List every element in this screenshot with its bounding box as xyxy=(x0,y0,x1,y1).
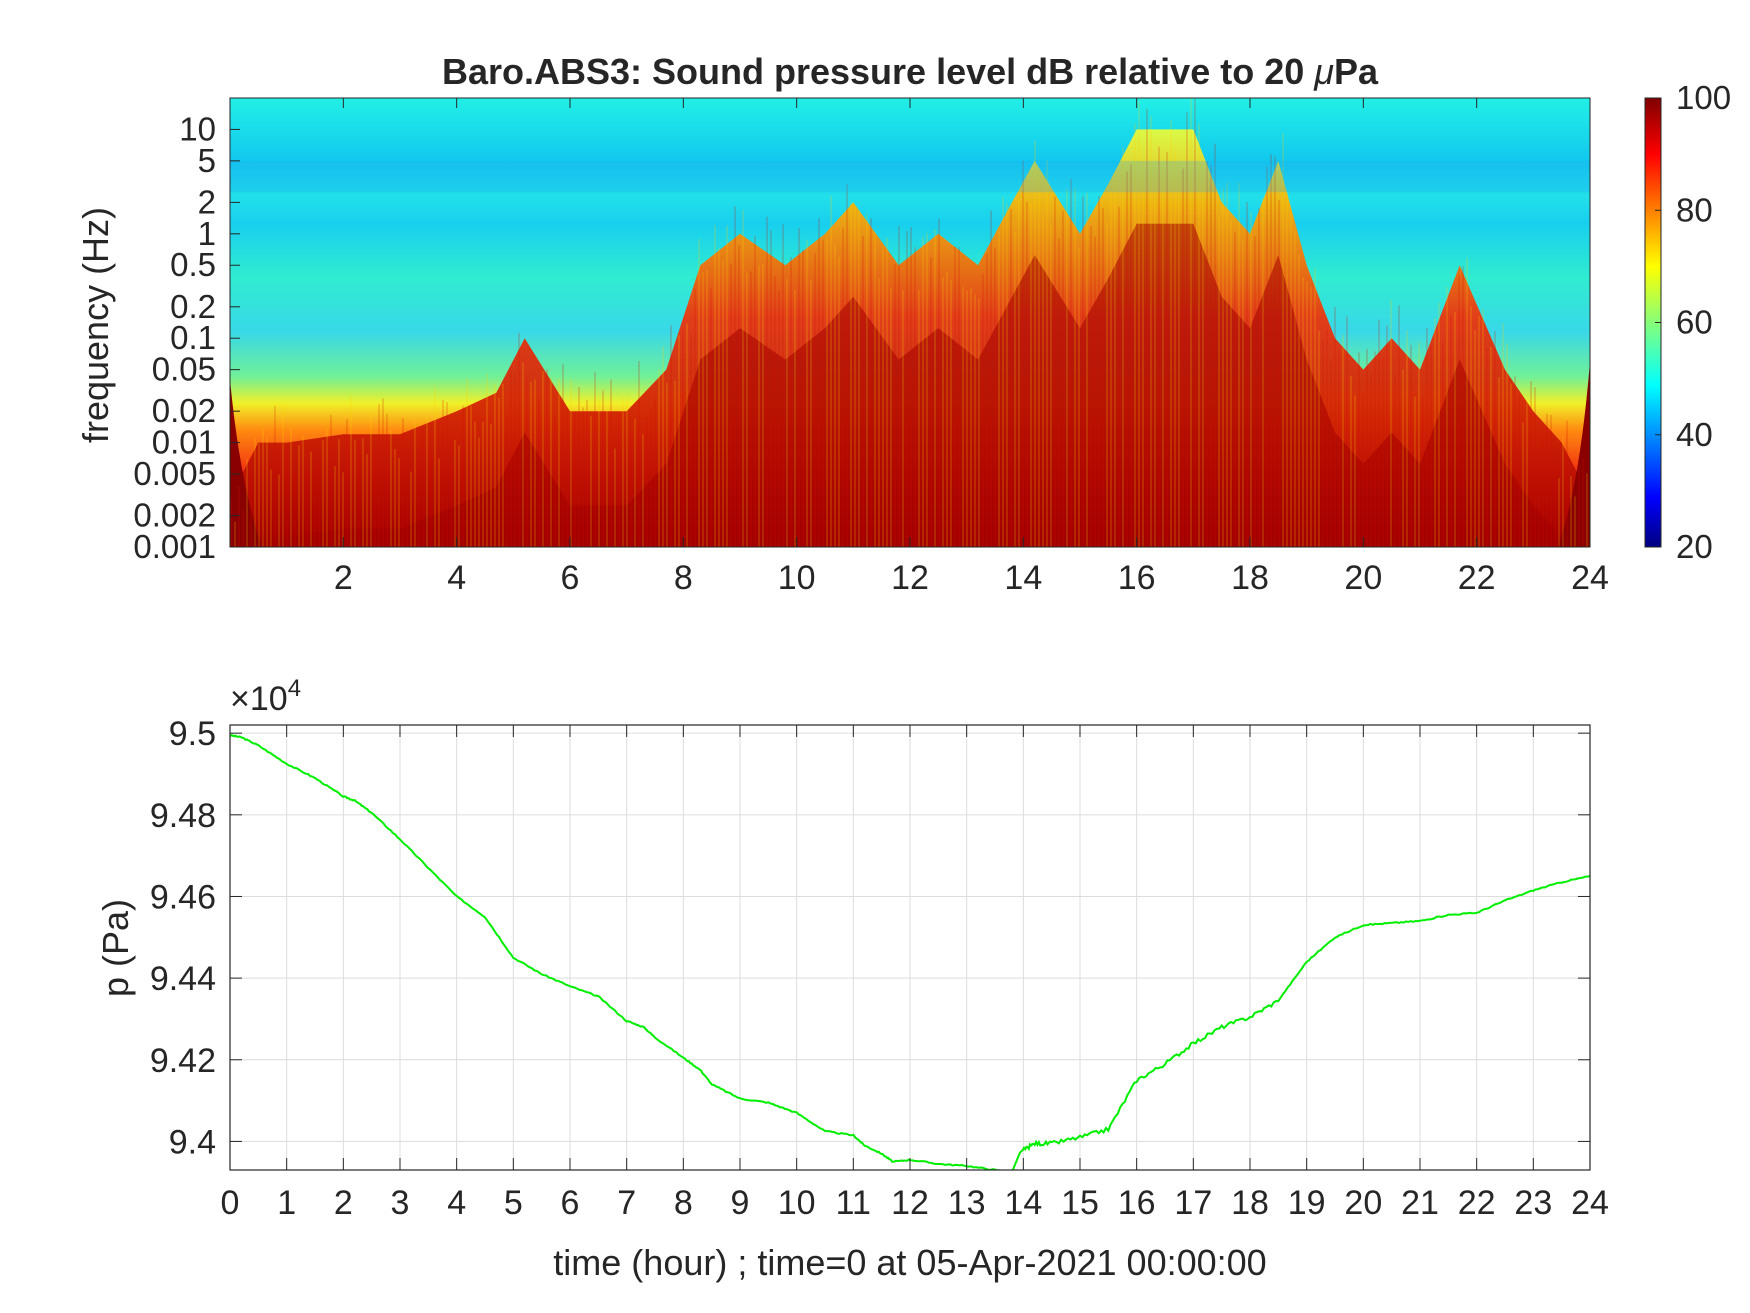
colorbar-ticks: 100 80 60 40 20 xyxy=(1655,79,1731,565)
line-x-tick-label: 23 xyxy=(1514,1184,1552,1222)
spec-y-tick-label: 5 xyxy=(198,142,216,179)
line-x-tick-label: 19 xyxy=(1288,1184,1326,1222)
line-x-tick-label: 0 xyxy=(221,1184,240,1222)
line-y-tick-label: 9.4 xyxy=(169,1123,216,1161)
spec-x-tick-label: 16 xyxy=(1118,559,1156,597)
y-exponent-power: 4 xyxy=(288,675,301,702)
spec-x-tick-label: 8 xyxy=(674,559,693,597)
spec-x-tick-label: 10 xyxy=(778,559,816,597)
line-x-tick-label: 20 xyxy=(1344,1184,1382,1222)
line-x-tick-label: 3 xyxy=(391,1184,410,1222)
spec-x-tick-label: 20 xyxy=(1344,559,1382,597)
line-x-tick-label: 22 xyxy=(1458,1184,1496,1222)
line-x-tick-label: 13 xyxy=(948,1184,986,1222)
spec-x-tick-label: 12 xyxy=(891,559,929,597)
line-x-tick-label: 2 xyxy=(334,1184,353,1222)
colorbar-tick-label: 60 xyxy=(1676,304,1713,341)
spec-y-tick-label: 0.001 xyxy=(133,528,216,565)
line-x-tick-label: 24 xyxy=(1571,1184,1609,1222)
spectrogram-y-ticks: 105 210.5 0.20.10.05 0.020.010.005 0.0020.00… xyxy=(133,110,240,565)
spec-y-tick-label: 10 xyxy=(179,110,216,147)
spectrogram-left-edge xyxy=(230,379,262,547)
spectrogram-activity-layer xyxy=(230,129,1590,547)
line-y-tick-label: 9.46 xyxy=(150,878,216,916)
spectrogram-y-label: frequency (Hz) xyxy=(75,207,116,443)
spectrogram-image xyxy=(230,98,1590,547)
colorbar: 100 80 60 40 20 xyxy=(1644,79,1731,565)
spec-x-tick-label: 4 xyxy=(447,559,466,597)
line-x-tick-label: 7 xyxy=(617,1184,636,1222)
colorbar-tick-label: 100 xyxy=(1676,79,1731,116)
spec-y-tick-label: 0.002 xyxy=(133,497,216,534)
spec-y-tick-label: 0.2 xyxy=(170,288,216,325)
colorbar-tick-label: 20 xyxy=(1676,528,1713,565)
spectrogram-intense-core xyxy=(230,223,1590,547)
line-x-tick-label: 10 xyxy=(778,1184,816,1222)
spectrogram-right-edge xyxy=(1558,361,1590,547)
line-x-tick-label: 17 xyxy=(1174,1184,1212,1222)
spec-y-tick-label: 0.05 xyxy=(152,351,216,388)
colorbar-tick-label: 80 xyxy=(1676,191,1713,228)
line-y-tick-label: 9.5 xyxy=(169,715,216,753)
spec-y-tick-label: 0.005 xyxy=(133,455,216,492)
pressure-y-label: p (Pa) xyxy=(95,899,136,997)
spectrogram-texture xyxy=(230,98,1590,547)
line-x-tick-label: 11 xyxy=(836,1184,871,1222)
line-x-tick-label: 16 xyxy=(1118,1184,1156,1222)
colorbar-tick-label: 40 xyxy=(1676,416,1713,453)
line-y-tick-label: 9.44 xyxy=(150,960,216,998)
spec-x-tick-label: 18 xyxy=(1231,559,1269,597)
pressure-x-label: time (hour) ; time=0 at 05-Apr-2021 00:0… xyxy=(553,1242,1266,1283)
y-exponent-label: ×104 xyxy=(230,675,301,718)
spec-x-tick-label: 22 xyxy=(1458,559,1496,597)
spec-y-tick-label: 0.5 xyxy=(170,246,216,283)
line-x-tick-label: 1 xyxy=(277,1184,296,1222)
line-y-tick-label: 9.48 xyxy=(150,797,216,835)
line-x-tick-label: 9 xyxy=(731,1184,750,1222)
line-x-tick-label: 14 xyxy=(1004,1184,1042,1222)
title-mu-symbol: μ xyxy=(1313,51,1334,92)
line-y-tick-label: 9.42 xyxy=(150,1042,216,1080)
spec-y-tick-label: 0.02 xyxy=(152,392,216,429)
spectrogram-x-ticks: 2 4 6 8 10 12 14 16 18 20 22 24 xyxy=(334,98,1609,597)
line-x-tick-label: 18 xyxy=(1231,1184,1269,1222)
pressure-x-ticks: 0 1 2 3 4 5 6 7 8 9 10 11 12 13 14 15 16 17 18 19 20 21 22 23 24 xyxy=(221,725,1609,1222)
spectrogram-axes: Baro.ABS3: Sound pressure level dB relat… xyxy=(75,51,1731,597)
pressure-axes: 9.59.489.469.449.429.4 0 1 2 3 4 5 6 7 8 9 10 11 12 1… xyxy=(95,675,1609,1283)
spec-x-tick-label: 2 xyxy=(334,559,353,597)
spec-x-tick-label: 6 xyxy=(561,559,580,597)
spec-y-tick-label: 0.1 xyxy=(170,319,216,356)
spec-x-tick-label: 24 xyxy=(1571,559,1609,597)
spec-x-tick-label: 14 xyxy=(1004,559,1042,597)
spectrogram-title: Baro.ABS3: Sound pressure level dB relat… xyxy=(442,51,1379,92)
spec-y-tick-label: 0.01 xyxy=(152,424,216,461)
spec-y-tick-label: 1 xyxy=(198,215,216,252)
line-x-tick-label: 8 xyxy=(674,1184,693,1222)
pressure-y-ticks: 9.5 9.48 9.46 9.44 9.42 9.4 xyxy=(150,715,1590,1161)
line-x-tick-label: 12 xyxy=(891,1184,929,1222)
line-x-tick-label: 15 xyxy=(1061,1184,1099,1222)
pressure-series-line xyxy=(230,733,1590,1170)
line-x-tick-label: 5 xyxy=(504,1184,523,1222)
line-x-tick-label: 4 xyxy=(447,1184,466,1222)
line-x-tick-label: 6 xyxy=(561,1184,580,1222)
line-x-tick-label: 21 xyxy=(1401,1184,1439,1222)
spec-y-tick-label: 2 xyxy=(198,183,216,220)
